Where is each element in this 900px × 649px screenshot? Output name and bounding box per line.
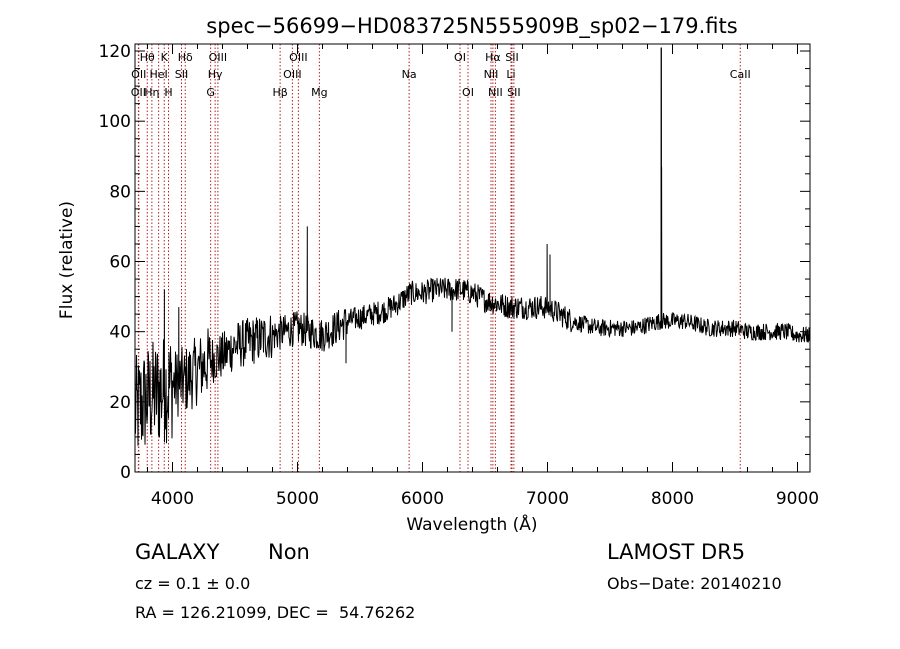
- survey-name: LAMOST DR5: [607, 540, 746, 564]
- line-label-23: Li: [506, 68, 515, 81]
- line-label-14: OIII: [289, 51, 307, 64]
- plot-frame: [134, 43, 811, 473]
- spectral-line-markers: [137, 44, 741, 472]
- x-axis-ticks: 4000 5000 6000 7000 8000 9000: [147, 44, 819, 509]
- redshift-value: cz = 0.1 ± 0.0: [135, 574, 251, 593]
- y-tick-label-6: 120: [99, 42, 131, 62]
- line-label-17: OI: [454, 51, 466, 64]
- line-label-19: NII: [484, 68, 499, 81]
- x-tick-label-5: 9000: [776, 489, 819, 509]
- line-label-16: Na: [402, 68, 417, 81]
- line-label-5: K: [161, 51, 169, 64]
- y-axis-ticks: 0 20 40 60 80 100 120: [99, 42, 810, 483]
- line-label-15: Mg: [311, 86, 327, 99]
- x-tick-label-2: 6000: [401, 489, 444, 509]
- line-label-8: SII: [175, 68, 188, 81]
- y-tick-label-0: 0: [120, 463, 131, 483]
- x-tick-label-1: 5000: [276, 489, 319, 509]
- line-label-3: Hη: [144, 86, 159, 99]
- chart-title: spec−56699−HD083725N555909B_sp02−179.fit…: [206, 14, 737, 39]
- y-tick-label-4: 80: [109, 182, 131, 202]
- x-tick-label-4: 8000: [651, 489, 694, 509]
- observation-date: Obs−Date: 20140210: [607, 574, 782, 593]
- object-subclass: Non: [268, 540, 310, 564]
- line-label-21: NII: [488, 86, 503, 99]
- line-label-9: OIII: [209, 51, 227, 64]
- line-label-1: Hθ: [140, 51, 155, 64]
- y-tick-label-3: 60: [109, 253, 131, 273]
- line-label-13: OIII: [283, 68, 301, 81]
- line-label-20: Hα: [485, 51, 501, 64]
- line-label-22: SII: [505, 51, 518, 64]
- x-tick-label-3: 7000: [526, 489, 569, 509]
- line-label-18: OI: [462, 86, 474, 99]
- coordinates: RA = 126.21099, DEC = 54.76262: [135, 603, 416, 622]
- line-label-7: Hδ: [178, 51, 193, 64]
- spectrum-series: [134, 47, 811, 446]
- y-tick-label-5: 100: [99, 112, 131, 132]
- line-label-2: OII: [131, 68, 146, 81]
- x-axis-label: Wavelength (Å): [406, 513, 537, 535]
- y-tick-label-1: 20: [109, 393, 131, 413]
- line-label-11: G: [206, 86, 215, 99]
- object-class: GALAXY: [135, 540, 220, 564]
- x-tick-label-0: 4000: [151, 489, 194, 509]
- line-label-4: HeI: [149, 68, 167, 81]
- line-label-12: Hβ: [272, 86, 287, 99]
- y-tick-label-2: 40: [109, 323, 131, 343]
- y-axis-label: Flux (relative): [57, 201, 77, 319]
- line-label-24: SII: [507, 86, 520, 99]
- line-label-25: CaII: [730, 68, 751, 81]
- line-label-6: H: [164, 86, 172, 99]
- line-label-10: Hγ: [208, 68, 223, 81]
